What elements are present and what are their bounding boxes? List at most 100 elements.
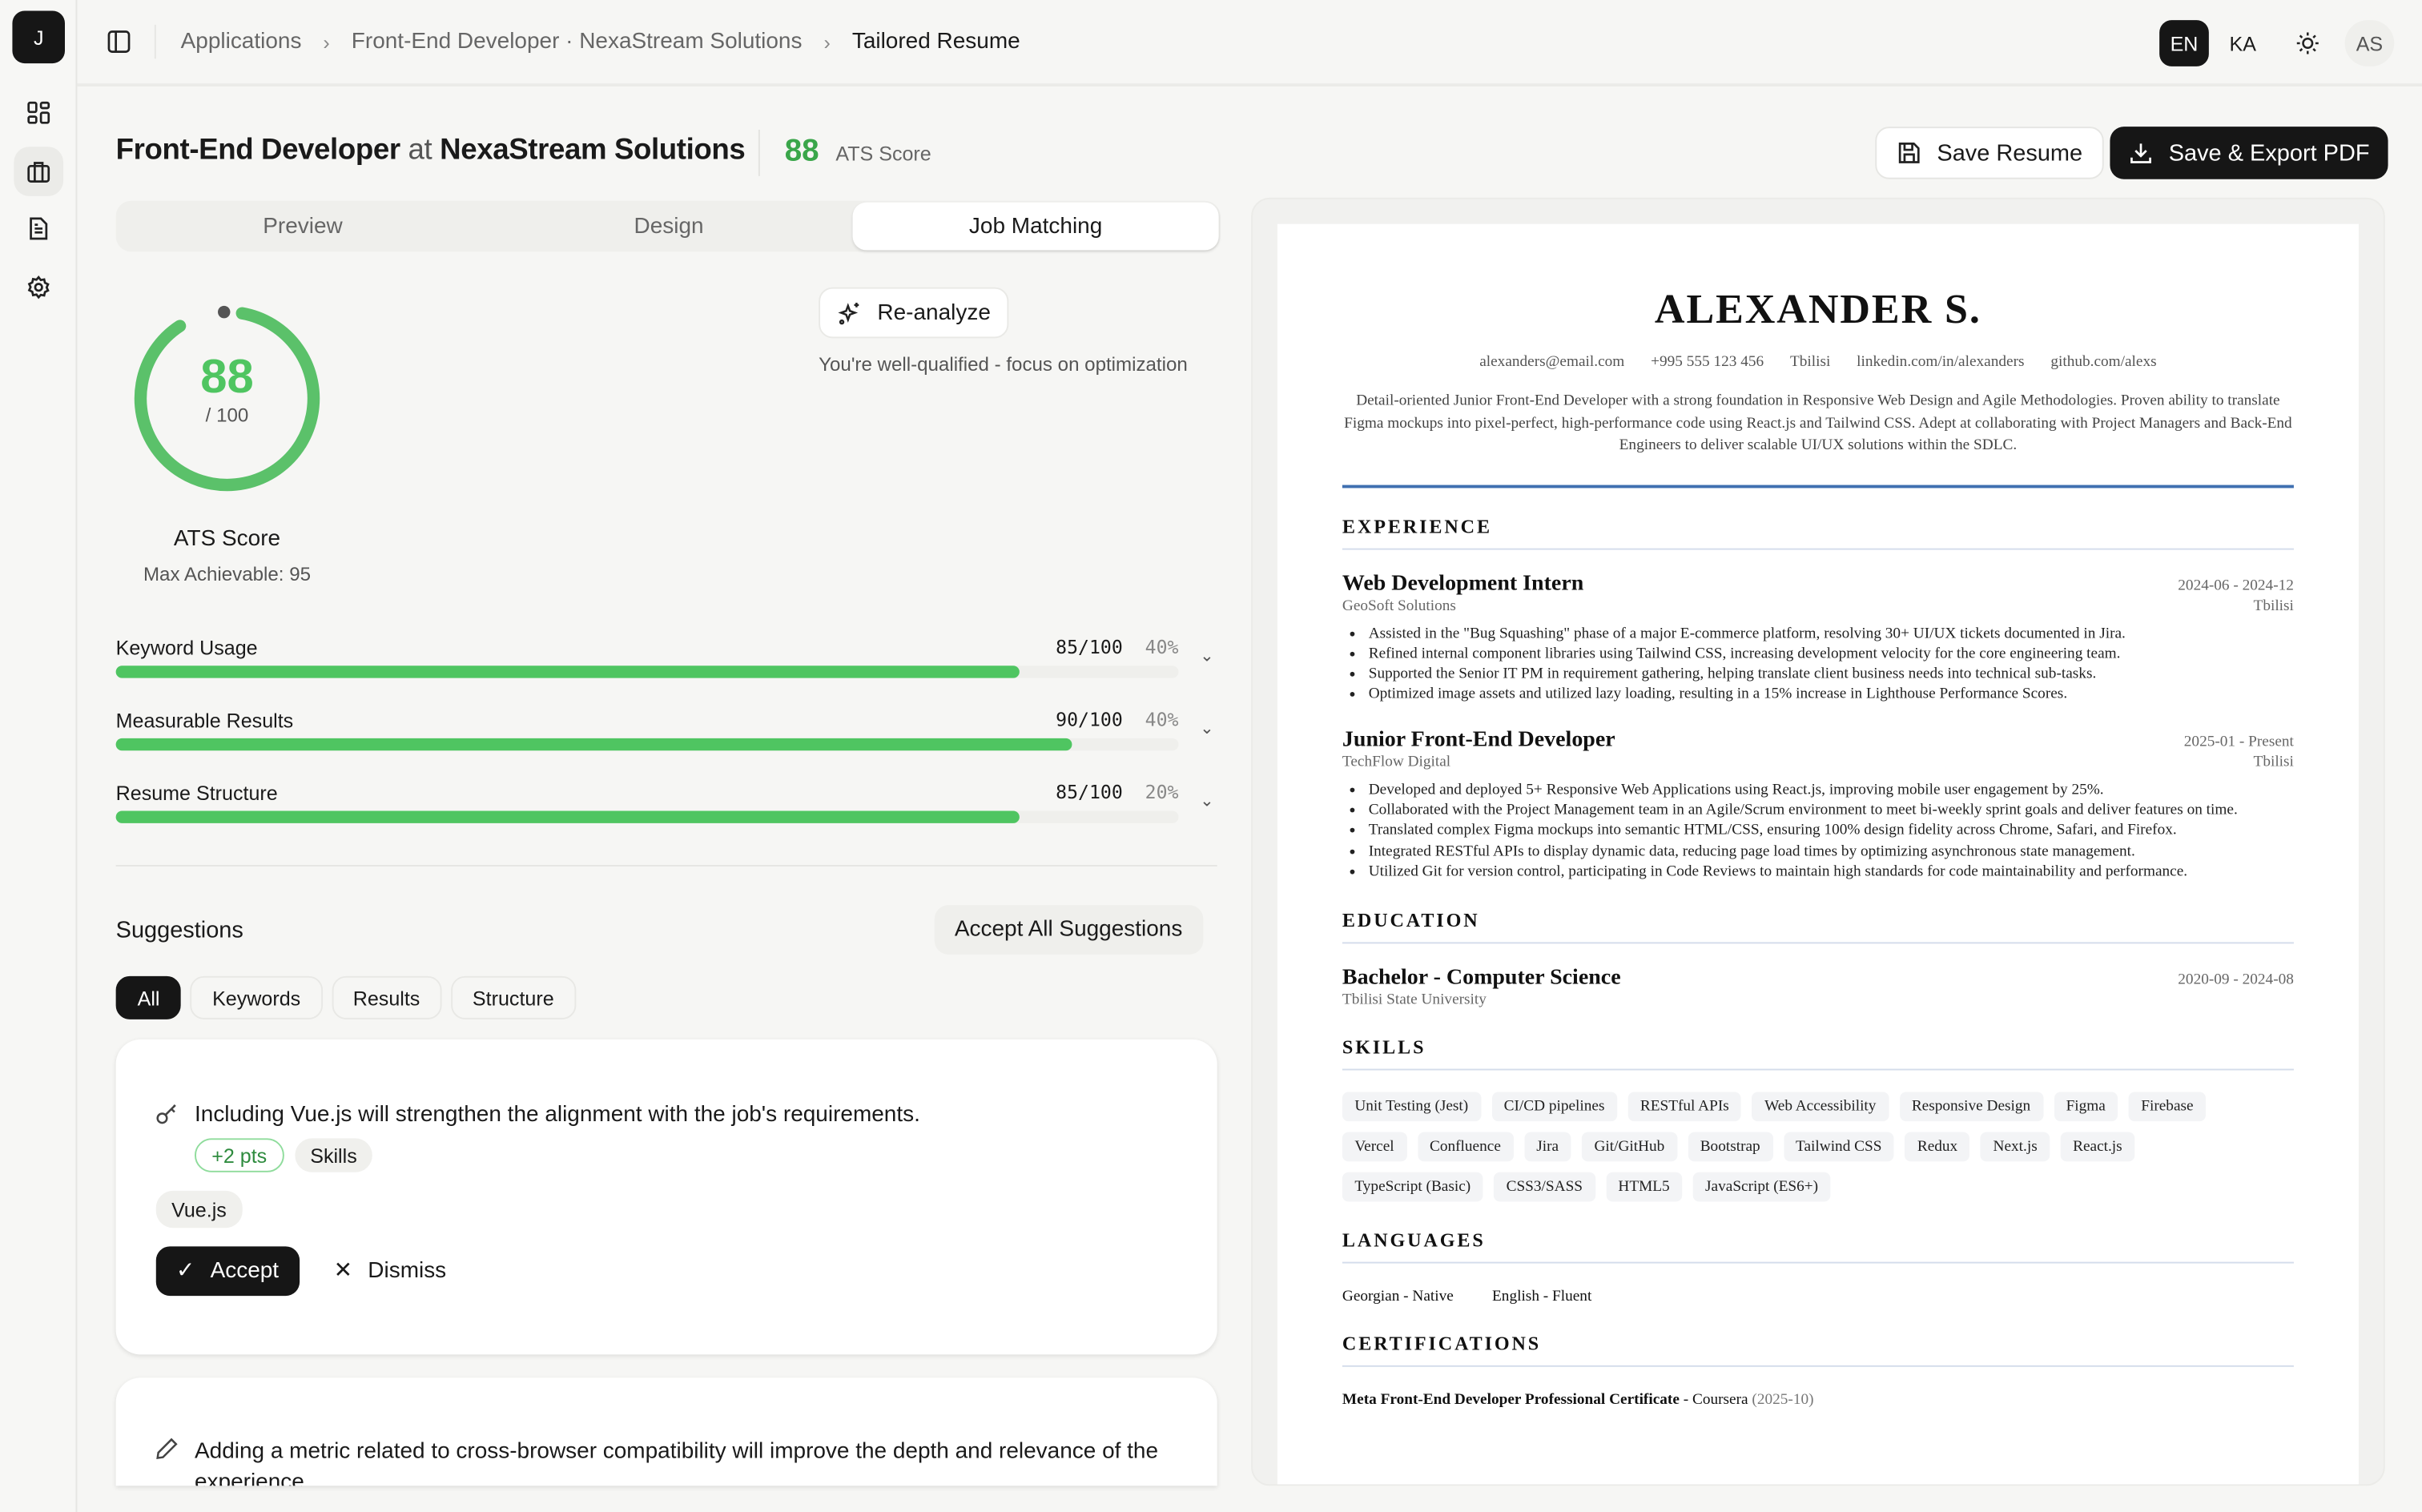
- breadcrumb: Applications › Front-End Developer · Nex…: [181, 30, 1020, 54]
- section-languages: LANGUAGES: [1342, 1229, 2294, 1264]
- degree: Bachelor - Computer Science: [1342, 965, 1621, 991]
- job-dates: 2025-01 - Present: [2183, 733, 2294, 750]
- chevron-down-icon[interactable]: ⌄: [1200, 719, 1214, 738]
- ats-score-value: 88: [200, 348, 254, 404]
- divider: [115, 864, 1217, 867]
- skill-tag: Responsive Design: [1899, 1092, 2043, 1122]
- save-resume-label: Save Resume: [1937, 139, 2083, 167]
- metric-score-value: 90/100: [1056, 709, 1123, 731]
- resume-page: ALEXANDER S. alexanders@email.com +995 55…: [1277, 223, 2359, 1485]
- certification-issuer: - Coursera: [1679, 1391, 1748, 1409]
- filter-all[interactable]: All: [115, 975, 182, 1019]
- pencil-icon: [155, 1437, 179, 1470]
- contact-item: alexanders@email.com: [1479, 353, 1625, 371]
- skill-tag: Git/GitHub: [1582, 1132, 1677, 1162]
- document-icon[interactable]: [14, 204, 63, 254]
- skill-tag: Unit Testing (Jest): [1342, 1092, 1481, 1122]
- breadcrumb-job[interactable]: Front-End Developer · NexaStream Solutio…: [351, 29, 803, 54]
- skill-tag: Web Accessibility: [1752, 1092, 1889, 1122]
- briefcase-icon[interactable]: [14, 147, 64, 196]
- dashboard-icon[interactable]: [14, 88, 63, 138]
- education-entry: Bachelor - Computer Science 2020-09 - 202…: [1342, 966, 2294, 1009]
- divider: [1342, 484, 2294, 488]
- tab-bar: Preview Design Job Matching: [115, 200, 1221, 252]
- chevron-down-icon[interactable]: ⌄: [1200, 647, 1214, 666]
- metric-label: Keyword Usage: [115, 636, 258, 660]
- metric-progress-track: [115, 738, 1179, 751]
- filter-results[interactable]: Results: [331, 975, 442, 1019]
- suggestion-text: Adding a metric related to cross-browser…: [194, 1439, 1159, 1486]
- metric-progress-fill: [115, 666, 1020, 678]
- certification-entry: Meta Front-End Developer Professional Ce…: [1342, 1392, 2294, 1409]
- contact-item: github.com/alexs: [2050, 353, 2157, 371]
- metric-score-value: 85/100: [1056, 636, 1123, 658]
- job-company: TechFlow Digital: [1342, 753, 1451, 770]
- metric-progress-track: [115, 666, 1179, 678]
- languages-list: Georgian - Native English - Fluent: [1342, 1289, 2294, 1305]
- ats-score-label: ATS Score: [173, 526, 281, 552]
- keyword-tag: Vue.js: [155, 1190, 243, 1228]
- breadcrumb-applications[interactable]: Applications: [180, 29, 302, 54]
- tab-preview[interactable]: Preview: [263, 214, 343, 239]
- skill-tag: JavaScript (ES6+): [1692, 1172, 1831, 1202]
- chevron-right-icon: ›: [823, 30, 831, 54]
- sidebar-toggle-icon[interactable]: [107, 30, 131, 62]
- skill-tag: Tailwind CSS: [1783, 1132, 1894, 1162]
- skill-tag: HTML5: [1605, 1172, 1683, 1202]
- suggestion-card: Adding a metric related to cross-browser…: [115, 1377, 1217, 1486]
- theme-toggle-sun-icon[interactable]: [2283, 20, 2332, 66]
- dismiss-button[interactable]: ✕ Dismiss: [313, 1246, 466, 1296]
- header-ats-score: 88: [784, 134, 819, 169]
- tab-job-matching[interactable]: Job Matching: [852, 202, 1219, 251]
- job-bullet: Supported the Senior IT PM in requiremen…: [1369, 664, 2294, 685]
- export-label: Save & Export PDF: [2168, 139, 2370, 167]
- education-dates: 2020-09 - 2024-08: [2178, 971, 2294, 989]
- tab-design[interactable]: Design: [634, 214, 704, 239]
- accept-label: Accept: [210, 1258, 280, 1284]
- job-title: Junior Front-End Developer: [1342, 726, 1615, 752]
- score-metric[interactable]: Resume Structure 85/100 20% ⌄: [115, 782, 1221, 843]
- chevron-down-icon[interactable]: ⌄: [1200, 792, 1214, 811]
- ats-score-ring: [134, 305, 320, 492]
- skills-list: Unit Testing (Jest) CI/CD pipelines RESTfu…: [1342, 1092, 2207, 1202]
- breadcrumb-current: Tailored Resume: [851, 29, 1020, 54]
- metric-progress-fill: [115, 810, 1020, 823]
- avatar[interactable]: AS: [2344, 20, 2395, 66]
- key-icon: [155, 1101, 179, 1133]
- job-bullets: Developed and deployed 5+ Responsive Web…: [1369, 779, 2294, 882]
- check-icon: ✓: [175, 1258, 195, 1284]
- language-en-button[interactable]: EN: [2159, 20, 2209, 66]
- save-resume-button[interactable]: Save Resume: [1875, 127, 2105, 179]
- filter-keywords[interactable]: Keywords: [191, 975, 323, 1019]
- skill-tag: Redux: [1905, 1132, 1970, 1162]
- resume-preview-panel[interactable]: ALEXANDER S. alexanders@email.com +995 55…: [1251, 197, 2385, 1486]
- resume-contact: alexanders@email.com +995 555 123 456 Tbil…: [1342, 354, 2294, 371]
- resume-name: ALEXANDER S.: [1654, 285, 1981, 332]
- certification-name: Meta Front-End Developer Professional Ce…: [1342, 1391, 1680, 1409]
- workspace-logo[interactable]: J: [12, 10, 65, 64]
- metric-progress-track: [115, 810, 1179, 823]
- job-location: Tbilisi: [2253, 597, 2294, 614]
- language-ka-button[interactable]: KA: [2229, 31, 2257, 55]
- score-metric[interactable]: Keyword Usage 85/100 40% ⌄: [115, 636, 1221, 698]
- suggestion-text: Including Vue.js will strengthen the ali…: [194, 1102, 920, 1128]
- accept-button[interactable]: ✓ Accept: [155, 1246, 300, 1297]
- job-bullet: Optimized image assets and utilized lazy…: [1369, 685, 2294, 706]
- divider: [154, 24, 156, 59]
- job-location: Tbilisi: [2253, 753, 2294, 770]
- sidebar: J: [0, 0, 78, 1512]
- metric-weight: 40%: [1145, 636, 1179, 658]
- accept-all-suggestions-button[interactable]: Accept All Suggestions: [934, 905, 1203, 955]
- skill-tag: CSS3/SASS: [1494, 1172, 1595, 1202]
- score-metric[interactable]: Measurable Results 90/100 40% ⌄: [115, 709, 1221, 770]
- skill-tag: Next.js: [1981, 1132, 2050, 1162]
- metric-label: Measurable Results: [115, 709, 294, 733]
- contact-item: Tbilisi: [1789, 353, 1831, 371]
- re-analyze-button[interactable]: Re-analyze: [819, 287, 1010, 339]
- filter-structure[interactable]: Structure: [450, 975, 576, 1019]
- section-education: EDUCATION: [1342, 910, 2294, 944]
- metric-progress-fill: [115, 738, 1072, 751]
- metric-weight: 40%: [1145, 709, 1179, 731]
- gear-icon[interactable]: [14, 263, 63, 312]
- save-export-pdf-button[interactable]: Save & Export PDF: [2110, 127, 2388, 179]
